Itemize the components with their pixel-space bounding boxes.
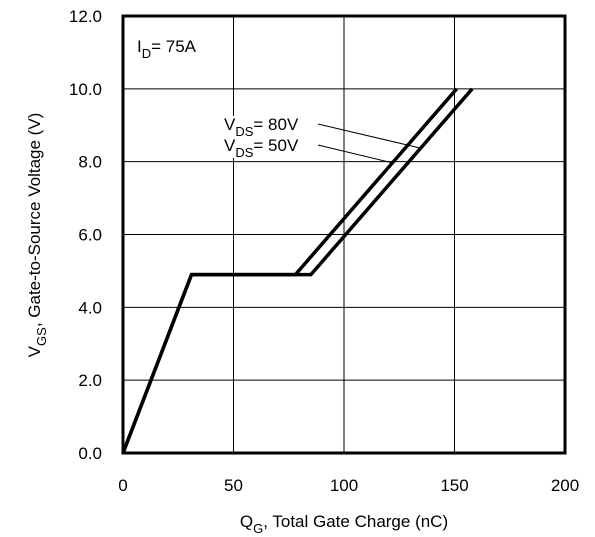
series-80v-sub: DS [235,124,253,139]
y-tick-label: 10.0 [69,80,102,99]
y-axis-label-main: V [25,345,44,357]
y-tick-label: 2.0 [78,371,102,390]
x-axis-label-rest: , Total Gate Charge (nC) [263,512,448,531]
series-group [121,87,474,454]
y-axis-label-sub: GS [34,327,49,346]
series-label-box [224,116,332,158]
series-label-50v: VDS= 50V [224,136,299,160]
y-tick-labels: 0.0 2.0 4.0 6.0 8.0 10.0 12.0 [69,7,102,463]
x-tick-label: 200 [551,476,579,495]
condition-box [132,26,224,66]
x-axis-label-sub: G [253,521,263,536]
leader-line-80v [317,123,421,149]
condition-sub: D [142,46,151,61]
x-tick-label: 50 [224,476,243,495]
x-tick-label: 100 [330,476,358,495]
y-tick-label: 12.0 [69,7,102,26]
x-axis-label-main: Q [240,512,253,531]
series-80v-main: V [224,115,236,134]
y-tick-label: 8.0 [78,153,102,172]
condition-label: ID= 75A [137,37,197,61]
series-50v-main: V [224,136,236,155]
x-tick-label: 0 [118,476,127,495]
series-50v-rest: = 50V [253,136,299,155]
y-axis-label: VGS, Gate-to-Source Voltage (V) [25,113,49,358]
leader-line-50v [317,144,394,164]
series-80v-rest: = 80V [253,115,299,134]
y-tick-label: 0.0 [78,444,102,463]
series-line-1 [121,87,459,454]
x-tick-label: 150 [440,476,468,495]
plot-frame [121,14,567,455]
series-50v-sub: DS [235,145,253,160]
y-tick-label: 6.0 [78,226,102,245]
condition-rest: = 75A [151,37,197,56]
x-tick-labels: 0 50 100 150 200 [118,476,579,495]
series-label-80v: VDS= 80V [224,115,299,139]
x-axis-label: QG, Total Gate Charge (nC) [240,512,448,536]
condition-main: I [137,37,142,56]
y-tick-label: 4.0 [78,298,102,317]
y-axis-label-rest: , Gate-to-Source Voltage (V) [25,113,44,328]
